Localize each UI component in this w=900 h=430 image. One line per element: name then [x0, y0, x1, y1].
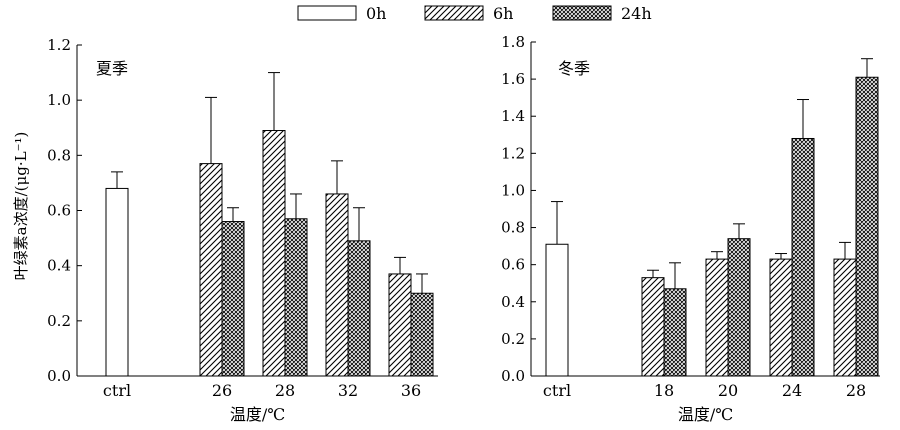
legend-label-0h: 0h — [366, 4, 386, 23]
x-tick-label: 20 — [718, 381, 738, 400]
bar-0h-ctrl — [105, 187, 129, 377]
y-tick-label: 0.4 — [501, 293, 525, 311]
x-tick-label: 36 — [401, 381, 421, 400]
y-tick-label: 0.0 — [501, 367, 525, 385]
legend-swatch-24h — [552, 5, 612, 21]
x-tick-label: ctrl — [103, 381, 131, 400]
bar-6h-32 — [325, 193, 349, 377]
legend-label-6h: 6h — [493, 4, 513, 23]
bar-6h-24 — [769, 258, 793, 377]
y-tick-label: 0.4 — [47, 257, 71, 275]
bar-6h-20 — [705, 258, 729, 377]
bar-24h-26 — [221, 221, 245, 377]
y-tick-label: 0.0 — [47, 367, 71, 385]
bar-0h-ctrl — [545, 243, 569, 377]
y-tick-label: 1.6 — [501, 70, 525, 88]
bar-6h-18 — [641, 277, 665, 377]
bar-6h-26 — [199, 163, 223, 377]
bar-24h-36 — [410, 292, 434, 377]
y-tick-label: 1.8 — [501, 33, 525, 51]
bar-24h-32 — [347, 240, 371, 377]
x-tick-label: 26 — [212, 381, 232, 400]
legend-label-24h: 24h — [621, 4, 652, 23]
x-tick-label: 28 — [846, 381, 866, 400]
y-tick-label: 1.4 — [501, 107, 525, 125]
y-tick-label: 0.8 — [501, 219, 525, 237]
bar-6h-28 — [833, 258, 857, 377]
x-axis-label: 温度/℃ — [678, 405, 733, 424]
y-axis-label: 叶绿素a浓度/(μg·L⁻¹) — [12, 132, 30, 281]
x-tick-label: ctrl — [543, 381, 571, 400]
panel-title: 冬季 — [558, 59, 590, 78]
panel-title: 夏季 — [96, 59, 128, 78]
bar-24h-28 — [284, 218, 308, 377]
summer-panel: 0.0 0.2 0.4 0.6 0.8 1.0 1.2 ctrl 26 28 32 36 温度/℃ 夏季 — [47, 36, 438, 424]
legend-swatch-0h — [297, 5, 357, 21]
y-tick-label: 0.2 — [501, 330, 525, 348]
y-tick-label: 1.2 — [501, 144, 525, 162]
y-tick-label: 0.8 — [47, 146, 71, 164]
y-tick-label: 0.2 — [47, 312, 71, 330]
y-tick-label: 1.0 — [47, 91, 71, 109]
y-tick-label: 1.2 — [47, 36, 71, 54]
bar-24h-28 — [855, 76, 879, 377]
legend: 0h 6h 24h — [297, 4, 652, 23]
x-tick-label: 28 — [275, 381, 295, 400]
legend-swatch-6h — [424, 5, 484, 21]
y-tick-label: 0.6 — [47, 202, 71, 220]
bar-6h-36 — [388, 273, 412, 377]
x-tick-label: 18 — [654, 381, 674, 400]
bar-24h-24 — [791, 137, 815, 377]
x-tick-label: 24 — [782, 381, 802, 400]
x-axis-label: 温度/℃ — [230, 405, 285, 424]
winter-panel: 0.0 0.2 0.4 0.6 0.8 1.0 1.2 1.4 1.6 1.8 ctrl 18 20 24… — [501, 33, 880, 424]
x-tick-label: 32 — [338, 381, 358, 400]
y-tick-label: 0.6 — [501, 256, 525, 274]
y-tick-label: 1.0 — [501, 181, 525, 199]
bar-6h-28 — [262, 130, 286, 377]
bar-24h-18 — [663, 288, 687, 377]
bar-24h-20 — [727, 238, 751, 377]
